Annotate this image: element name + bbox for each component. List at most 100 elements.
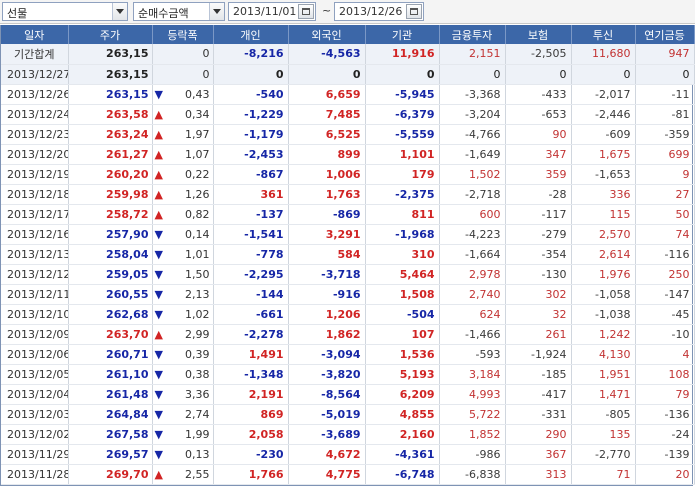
cell-foreign: 899 [288, 144, 366, 165]
chevron-down-icon[interactable] [209, 3, 224, 20]
date-to-value: 2013/12/26 [339, 5, 403, 18]
table-row[interactable]: 2013/12/20 261,27 ▲ 1,07 -2,453 899 1,101 -1,64… [1, 144, 695, 165]
cell-insurance: -417 [505, 384, 572, 405]
cell-pension: 74 [635, 224, 695, 245]
column-header-foreign[interactable]: 외국인 [288, 25, 366, 44]
cell-institution: 11,916 [365, 44, 440, 65]
chevron-down-icon[interactable] [112, 3, 127, 20]
cell-insurance: -331 [505, 404, 572, 425]
cell-date: 2013/12/11 [1, 284, 69, 305]
cell-price: 263,70 [68, 324, 153, 345]
up-triangle-icon: ▲ [154, 147, 163, 161]
column-header-pension[interactable]: 연기금등 [635, 25, 695, 44]
cell-insurance: -28 [505, 184, 572, 205]
table-row[interactable]: 2013/12/26 263,15 ▼ 0,43 -540 6,659 -5,945 -3,3… [1, 84, 695, 105]
metric-select[interactable]: 순매수금액 [133, 2, 225, 21]
date-to-input[interactable]: 2013/12/26 [334, 2, 424, 21]
table-row[interactable]: 2013/12/19 260,20 ▲ 0,22 -867 1,006 179 1,502 35… [1, 164, 695, 185]
change-value: 0,82 [185, 207, 210, 221]
table-row[interactable]: 2013/12/13 258,04 ▼ 1,01 -778 584 310 -1,664 -35… [1, 244, 695, 265]
cell-insurance: -653 [505, 104, 572, 125]
cell-foreign: 4,775 [288, 464, 366, 485]
cell-pension: -45 [635, 304, 695, 325]
cell-insurance: 32 [505, 304, 572, 325]
cell-change: ▲ 1,26 [152, 184, 214, 205]
cell-pension: -139 [635, 444, 695, 465]
cell-investment-trust: 0 [571, 64, 636, 85]
cell-change: ▼ 0,39 [152, 344, 214, 365]
cell-date: 2013/12/19 [1, 164, 69, 185]
column-header-individual[interactable]: 개인 [213, 25, 289, 44]
table-row[interactable]: 기간합계 263,15 0 -8,216 -4,563 11,916 2,151 -2,505… [1, 44, 695, 65]
column-header-investment-trust[interactable]: 투신 [571, 25, 636, 44]
table-row[interactable]: 2013/12/02 267,58 ▼ 1,99 2,058 -3,689 2,160 1,8… [1, 424, 695, 445]
column-header-institution[interactable]: 기관 [365, 25, 440, 44]
cell-price: 263,58 [68, 104, 153, 125]
cell-institution: 1,101 [365, 144, 440, 165]
cell-date: 2013/12/09 [1, 324, 69, 345]
calendar-icon[interactable] [406, 4, 422, 19]
change-value: 0,14 [185, 227, 210, 241]
cell-financial-investment: -1,664 [439, 244, 506, 265]
toolbar: 선물 순매수금액 2013/11/01 ~ 2013/12/26 [0, 0, 695, 24]
table-row[interactable]: 2013/12/16 257,90 ▼ 0,14 -1,541 3,291 -1,968 -4… [1, 224, 695, 245]
column-header-price[interactable]: 주가 [68, 25, 153, 44]
cell-date: 2013/12/04 [1, 384, 69, 405]
cell-foreign: 7,485 [288, 104, 366, 125]
cell-change: ▲ 0,34 [152, 104, 214, 125]
table-row[interactable]: 2013/12/17 258,72 ▲ 0,82 -137 -869 811 600 -117 1… [1, 204, 695, 225]
cell-pension: 108 [635, 364, 695, 385]
cell-foreign: -3,820 [288, 364, 366, 385]
table-row[interactable]: 2013/12/06 260,71 ▼ 0,39 1,491 -3,094 1,536 -59… [1, 344, 695, 365]
cell-investment-trust: 1,242 [571, 324, 636, 345]
cell-pension: -136 [635, 404, 695, 425]
cell-price: 269,57 [68, 444, 153, 465]
column-header-insurance[interactable]: 보험 [505, 25, 572, 44]
table-row[interactable]: 2013/12/27 263,15 0 0 0 0 0 0 0 0 [1, 64, 695, 85]
table-row[interactable]: 2013/12/05 261,10 ▼ 0,38 -1,348 -3,820 5,193 3,… [1, 364, 695, 385]
cell-investment-trust: 1,675 [571, 144, 636, 165]
cell-financial-investment: -4,223 [439, 224, 506, 245]
cell-pension: -10 [635, 324, 695, 345]
table-row[interactable]: 2013/12/11 260,55 ▼ 2,13 -144 -916 1,508 2,740 3… [1, 284, 695, 305]
cell-individual: 2,058 [213, 424, 289, 445]
cell-individual: -137 [213, 204, 289, 225]
cell-investment-trust: 1,471 [571, 384, 636, 405]
cell-institution: -2,375 [365, 184, 440, 205]
table-row[interactable]: 2013/12/03 264,84 ▼ 2,74 869 -5,019 4,855 5,722… [1, 404, 695, 425]
cell-change: ▲ 1,97 [152, 124, 214, 145]
cell-foreign: 0 [288, 64, 366, 85]
table-row[interactable]: 2013/11/28 269,70 ▲ 2,55 1,766 4,775 -6,748 -6,… [1, 464, 695, 485]
cell-price: 263,24 [68, 124, 153, 145]
cell-date: 2013/12/06 [1, 344, 69, 365]
table-row[interactable]: 2013/12/23 263,24 ▲ 1,97 -1,179 6,525 -5,559 -4… [1, 124, 695, 145]
up-triangle-icon: ▲ [154, 107, 163, 121]
market-select[interactable]: 선물 [2, 2, 128, 21]
table-row[interactable]: 2013/12/12 259,05 ▼ 1,50 -2,295 -3,718 5,464 2,… [1, 264, 695, 285]
cell-insurance: -185 [505, 364, 572, 385]
calendar-icon[interactable] [298, 4, 314, 19]
date-from-input[interactable]: 2013/11/01 [228, 2, 316, 21]
cell-financial-investment: -986 [439, 444, 506, 465]
cell-price: 269,70 [68, 464, 153, 485]
up-triangle-icon: ▲ [154, 127, 163, 141]
column-header-change[interactable]: 등락폭 [152, 25, 214, 44]
metric-select-value: 순매수금액 [138, 7, 189, 20]
table-row[interactable]: 2013/12/10 262,68 ▼ 1,02 -661 1,206 -504 624 32-… [1, 304, 695, 325]
cell-foreign: 1,763 [288, 184, 366, 205]
cell-institution: 811 [365, 204, 440, 225]
cell-price: 258,04 [68, 244, 153, 265]
table-row[interactable]: 2013/11/29 269,57 ▼ 0,13 -230 4,672 -4,361 -986… [1, 444, 695, 465]
column-header-financial-investment[interactable]: 금융투자 [439, 25, 506, 44]
table-row[interactable]: 2013/12/18 259,98 ▲ 1,26 361 1,763 -2,375 -2,71… [1, 184, 695, 205]
cell-financial-investment: -4,766 [439, 124, 506, 145]
column-header-date[interactable]: 일자 [1, 25, 69, 44]
cell-foreign: -916 [288, 284, 366, 305]
down-triangle-icon: ▼ [154, 367, 163, 381]
table-row[interactable]: 2013/12/04 261,48 ▼ 3,36 2,191 -8,564 6,209 4,9… [1, 384, 695, 405]
table-row[interactable]: 2013/12/09 263,70 ▲ 2,99 -2,278 1,862 107 -1,46… [1, 324, 695, 345]
down-triangle-icon: ▼ [154, 387, 163, 401]
down-triangle-icon: ▼ [154, 347, 163, 361]
table-row[interactable]: 2013/12/24 263,58 ▲ 0,34 -1,229 7,485 -6,379 -3… [1, 104, 695, 125]
cell-date: 2013/12/13 [1, 244, 69, 265]
